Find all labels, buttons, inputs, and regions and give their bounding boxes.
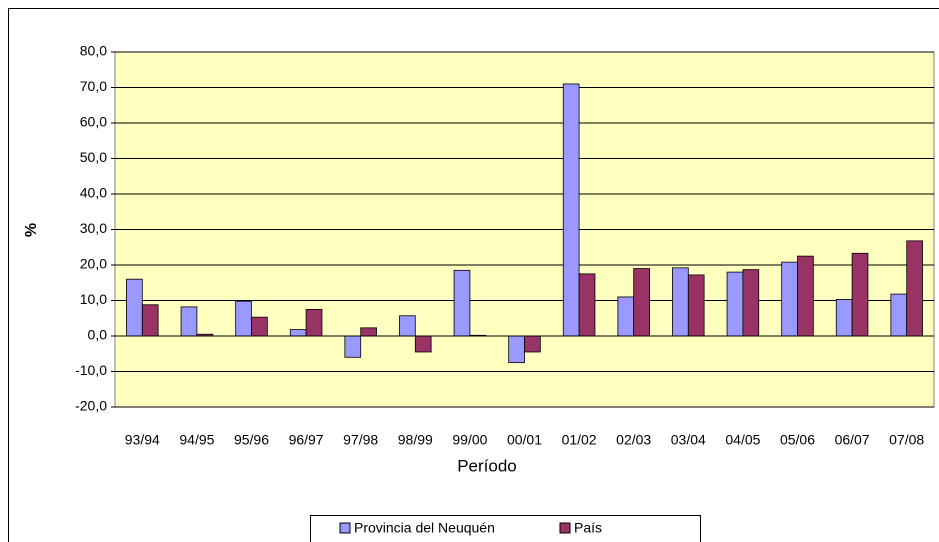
bar	[890, 293, 908, 337]
bar	[562, 83, 580, 337]
legend-label: País	[574, 520, 602, 536]
y-tick-label: 0,0	[88, 327, 108, 343]
bar	[578, 273, 596, 337]
bar	[235, 300, 252, 337]
bar	[906, 240, 923, 337]
bar	[360, 327, 377, 337]
bar	[508, 335, 525, 364]
x-tick-label: 01/02	[562, 432, 597, 448]
x-tick-label: 96/97	[289, 432, 324, 448]
y-tick-label: -10,0	[75, 362, 107, 378]
bar	[835, 299, 853, 337]
y-axis-title: %	[23, 223, 40, 237]
bar	[180, 306, 198, 337]
legend-box	[310, 515, 701, 542]
legend-label: Provincia del Neuquén	[354, 520, 495, 536]
bar	[305, 308, 323, 337]
x-tick-label: 98/99	[398, 432, 433, 448]
legend-swatch	[339, 522, 351, 534]
y-tick-label: 30,0	[80, 220, 107, 236]
bar	[633, 268, 650, 337]
y-tick-label: 20,0	[80, 256, 107, 272]
bar	[797, 255, 814, 337]
x-tick-label: 97/98	[343, 432, 378, 448]
bar	[851, 252, 869, 337]
bar	[344, 335, 362, 358]
x-tick-label: 00/01	[507, 432, 542, 448]
x-tick-label: 94/95	[179, 432, 214, 448]
bar	[453, 269, 471, 337]
bar	[524, 335, 541, 353]
y-tick-label: 50,0	[80, 149, 107, 165]
x-axis-title: Período	[457, 456, 517, 475]
bar	[414, 335, 432, 353]
legend-swatch	[559, 522, 571, 534]
x-tick-label: 99/00	[452, 432, 487, 448]
x-tick-label: 04/05	[725, 432, 760, 448]
bar	[781, 261, 798, 337]
bar	[399, 315, 416, 337]
y-tick-label: 80,0	[80, 43, 107, 59]
x-tick-label: 05/06	[780, 432, 815, 448]
bar	[141, 304, 159, 337]
bar	[726, 271, 744, 337]
y-tick-label: 10,0	[80, 291, 107, 307]
x-tick-label: 07/08	[889, 432, 924, 448]
bar	[742, 269, 760, 337]
bar	[289, 329, 307, 337]
x-tick-label: 93/94	[125, 432, 160, 448]
x-tick-label: 95/96	[234, 432, 269, 448]
bar	[617, 296, 635, 337]
y-tick-label: 60,0	[80, 114, 107, 130]
bar	[687, 274, 705, 337]
x-tick-label: 06/07	[835, 432, 870, 448]
y-tick-label: 70,0	[80, 78, 107, 94]
y-tick-label: 40,0	[80, 185, 107, 201]
bar	[672, 267, 689, 337]
y-tick-label: -20,0	[75, 398, 107, 414]
x-tick-label: 03/04	[671, 432, 706, 448]
bar	[126, 278, 143, 337]
bar	[251, 316, 268, 337]
x-tick-label: 02/03	[616, 432, 651, 448]
